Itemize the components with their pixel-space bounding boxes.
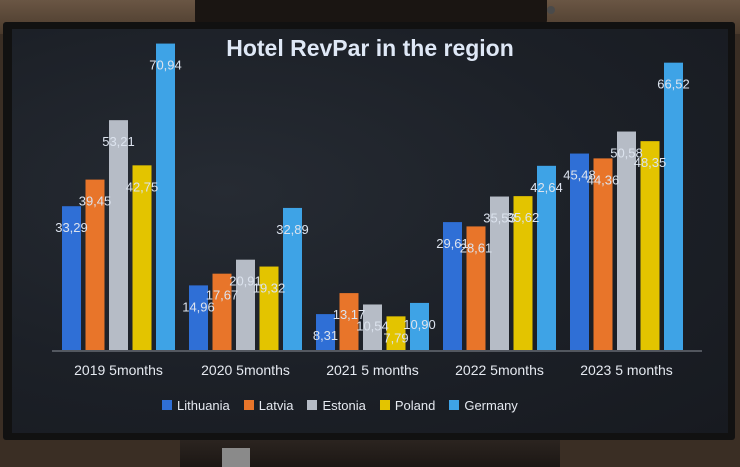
data-label-poland-2: 7,79 bbox=[383, 330, 408, 345]
data-label-estonia-0: 53,21 bbox=[102, 134, 135, 149]
data-label-latvia-0: 39,45 bbox=[79, 194, 112, 209]
bar-estonia-0 bbox=[109, 120, 128, 351]
bar-lithuania-3 bbox=[443, 222, 462, 350]
bar-chart: 33,29 39,45 53,21 42,75 70,94 2019 5months 14,… bbox=[52, 43, 702, 378]
category-label-3: 2022 5months bbox=[455, 362, 544, 378]
bar-germany-0 bbox=[156, 43, 175, 350]
legend-swatch bbox=[379, 400, 390, 410]
legend-item-germany: Germany bbox=[449, 397, 518, 413]
legend-label: Lithuania bbox=[177, 397, 230, 413]
data-label-poland-4: 48,35 bbox=[634, 155, 667, 170]
category-label-1: 2020 5months bbox=[201, 362, 290, 378]
bar-lithuania-1 bbox=[189, 285, 208, 350]
bar-latvia-0 bbox=[85, 179, 105, 350]
data-label-estonia-4: 50,58 bbox=[610, 146, 643, 161]
legend-label: Latvia bbox=[258, 397, 294, 413]
legend-swatch bbox=[162, 400, 172, 410]
legend-item-poland: Poland bbox=[379, 397, 436, 413]
legend-item-estonia: Estonia bbox=[307, 397, 366, 413]
bar-lithuania-4 bbox=[570, 153, 589, 350]
bar-latvia-4 bbox=[593, 158, 613, 350]
bar-poland-4 bbox=[640, 141, 660, 350]
data-label-estonia-3: 35,53 bbox=[483, 211, 516, 226]
data-label-poland-3: 35,62 bbox=[507, 210, 540, 225]
bar-estonia-4 bbox=[617, 131, 636, 350]
chart-legend: Lithuania Latvia Estonia Poland Germany bbox=[162, 396, 518, 414]
legend-item-lithuania: Lithuania bbox=[162, 398, 230, 413]
bar-germany-2 bbox=[410, 302, 429, 350]
legend-swatch bbox=[243, 400, 254, 410]
bar-latvia-2 bbox=[339, 293, 359, 350]
legend-label: Germany bbox=[464, 397, 518, 413]
data-label-lithuania-3: 29,61 bbox=[436, 236, 469, 251]
legend-label: Estonia bbox=[322, 397, 366, 413]
bar-estonia-3 bbox=[490, 196, 509, 350]
data-label-germany-2: 10,90 bbox=[403, 317, 436, 332]
legend-label: Poland bbox=[394, 397, 436, 413]
soundbar bbox=[195, 0, 555, 26]
bar-poland-1 bbox=[259, 266, 279, 350]
bar-estonia-1 bbox=[236, 259, 255, 350]
bar-lithuania-0 bbox=[62, 206, 81, 350]
legend-item-latvia: Latvia bbox=[243, 397, 294, 413]
data-label-latvia-2: 13,17 bbox=[333, 307, 366, 322]
bar-latvia-1 bbox=[212, 273, 232, 350]
tv-screen: Hotel RevPar in the region 33,29 39,45 53,… bbox=[12, 29, 728, 433]
data-label-estonia-2: 10,54 bbox=[356, 318, 389, 333]
bar-estonia-2 bbox=[363, 304, 382, 350]
data-label-lithuania-0: 33,29 bbox=[55, 220, 88, 235]
bar-lithuania-2 bbox=[316, 314, 335, 350]
data-label-poland-0: 42,75 bbox=[126, 179, 159, 194]
data-label-germany-0: 70,94 bbox=[149, 58, 182, 73]
chart-title: Hotel RevPar in the region bbox=[226, 35, 514, 61]
data-label-germany-1: 32,89 bbox=[276, 222, 309, 237]
data-label-estonia-1: 20,91 bbox=[229, 274, 262, 289]
category-label-0: 2019 5months bbox=[74, 362, 163, 378]
data-label-germany-3: 42,64 bbox=[530, 180, 563, 195]
data-label-poland-1: 19,32 bbox=[253, 281, 286, 296]
indicator-light bbox=[547, 6, 555, 14]
bar-germany-3 bbox=[537, 165, 556, 350]
data-label-latvia-4: 44,36 bbox=[587, 172, 620, 187]
data-label-germany-4: 66,52 bbox=[657, 77, 690, 92]
bar-latvia-3 bbox=[466, 226, 486, 350]
category-label-2: 2021 5 months bbox=[326, 362, 419, 378]
bar-germany-1 bbox=[283, 207, 302, 350]
legend-swatch bbox=[307, 400, 318, 410]
tv-foot bbox=[222, 448, 250, 467]
data-label-lithuania-4: 45,48 bbox=[563, 168, 596, 183]
data-label-lithuania-2: 8,31 bbox=[313, 328, 338, 343]
bar-germany-4 bbox=[664, 62, 683, 350]
bar-poland-3 bbox=[513, 196, 533, 350]
legend-swatch bbox=[449, 400, 460, 410]
bar-poland-2 bbox=[386, 316, 406, 350]
bar-poland-0 bbox=[132, 165, 152, 350]
data-label-latvia-3: 28,61 bbox=[460, 240, 493, 255]
data-label-latvia-1: 17,67 bbox=[206, 288, 239, 303]
data-label-lithuania-1: 14,96 bbox=[182, 299, 215, 314]
category-label-4: 2023 5 months bbox=[580, 362, 673, 378]
